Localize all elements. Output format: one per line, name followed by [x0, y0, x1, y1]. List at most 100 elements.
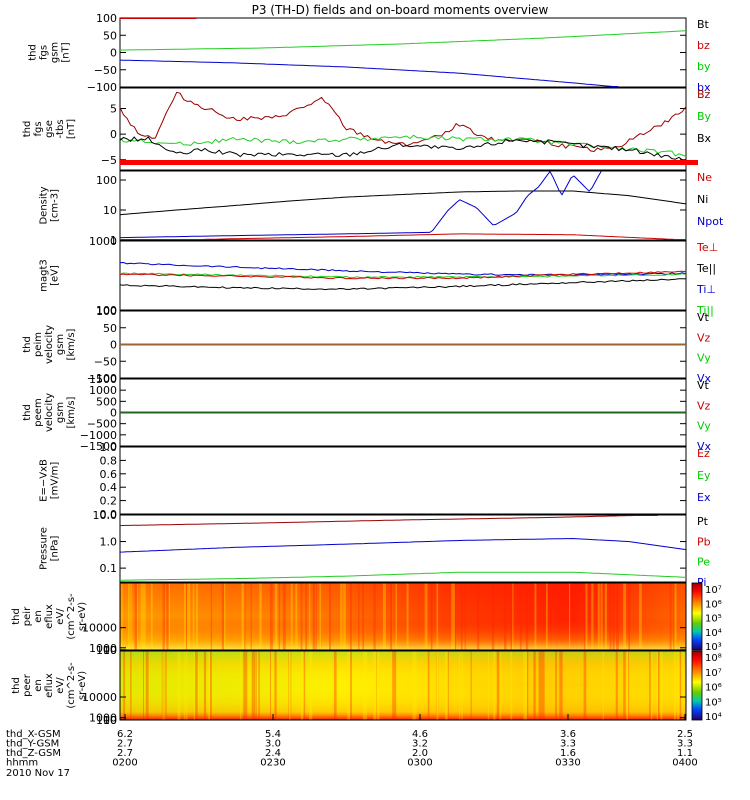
y-axis-label-line: sr-eV) — [77, 671, 88, 700]
ephemeris-value: 3.6 — [560, 729, 576, 740]
spectrogram-streak — [210, 583, 212, 650]
spectrogram-streak — [445, 651, 448, 720]
spectrogram-streak — [319, 583, 322, 650]
legend-entry: Vt — [697, 379, 710, 392]
spectrogram-streak — [373, 583, 376, 650]
spectrogram-streak — [162, 651, 166, 720]
spectrogram-streak — [525, 583, 529, 650]
spectrogram-streak — [140, 583, 143, 650]
y-axis-label-line: thd — [11, 608, 22, 625]
ephemeris-value: 3.2 — [412, 739, 428, 750]
legend-entry: Ey — [697, 469, 711, 482]
y-tick-label: 10000 — [82, 622, 117, 635]
spectrogram-streak — [674, 651, 676, 720]
colorbar-label: 10⁵ — [705, 697, 722, 708]
y-axis-label-line: sr-eV) — [77, 602, 88, 631]
legend-entry: bz — [697, 39, 710, 52]
y-axis-label-line: gse — [44, 120, 55, 138]
series-line-Bx — [119, 136, 687, 162]
legend-entry: by — [697, 60, 711, 73]
spectrogram-streak — [627, 651, 629, 720]
y-tick-label: 0.8 — [100, 454, 118, 467]
y-axis-label-line: thd — [28, 44, 39, 61]
spectrogram-streak — [430, 583, 433, 650]
y-tick-label: 1 — [110, 234, 117, 247]
spectrogram-streak — [130, 651, 132, 720]
y-tick-label: −100 — [87, 81, 117, 94]
y-axis-label-line: velocity — [44, 393, 55, 432]
spectrogram-streak — [464, 583, 466, 650]
spectrogram-streak — [295, 583, 298, 650]
spectrogram-streak — [512, 583, 514, 650]
y-axis-label-line: thd — [22, 121, 33, 138]
ephemeris-value: 5.4 — [265, 729, 281, 740]
spectrogram-streak — [673, 583, 675, 650]
spectrogram-streak — [203, 651, 207, 720]
spectrogram-streak — [569, 583, 571, 650]
ephemeris-row-label: hhmm — [6, 758, 38, 769]
y-tick-label: 50 — [103, 322, 117, 335]
spectrogram-streak — [340, 583, 342, 650]
spectrogram-streak — [278, 583, 280, 650]
spectrogram-streak — [510, 651, 513, 720]
y-axis-label-line: gsm — [55, 334, 66, 355]
y-axis-label-line: (cm^2-s- — [66, 593, 77, 640]
colorbar-label: 10⁴ — [705, 712, 722, 723]
ephemeris-value: 4.6 — [412, 729, 428, 740]
spectrogram-shading — [120, 651, 686, 720]
series-line-Ne — [120, 233, 686, 240]
colorbar-label: 10⁶ — [705, 683, 722, 694]
spectrogram-streak — [546, 583, 548, 650]
spectrogram-streak — [660, 651, 663, 720]
spectrogram-streak — [291, 583, 293, 650]
y-axis-label: thd peim velocity gsm [km/s] — [22, 325, 77, 364]
y-tick-label: 5 — [110, 103, 117, 116]
spectrogram-streak — [376, 651, 380, 720]
spectrogram-streak — [656, 651, 659, 720]
y-tick-label: 10.0 — [93, 509, 118, 522]
spectrogram-streak — [649, 651, 651, 720]
y-axis-label-line: eV/ — [55, 677, 66, 694]
y-axis-label-line: [nT] — [61, 42, 72, 62]
spectrogram-streak — [349, 651, 352, 720]
spectrogram-streak — [289, 651, 291, 720]
spectrogram-streak — [453, 583, 455, 650]
legend-entry: bx — [697, 81, 711, 94]
panel-frame — [119, 170, 687, 241]
y-axis-label-line: peer — [22, 673, 33, 697]
spectrogram-streak — [142, 583, 146, 650]
colorbar-label: 10⁷ — [705, 585, 722, 596]
ephemeris-value: 2.5 — [677, 729, 693, 740]
y-axis-label-line: eV/ — [55, 608, 66, 625]
panel-6: 1.00.80.60.40.20.0 E=−VxB [mV/m] Ez Ey Ex — [39, 441, 711, 521]
y-axis-label: thd peer en eflux eV/(cm^2-s-sr-eV) — [11, 662, 88, 709]
series-line-Ni — [119, 190, 687, 216]
legend-entry: Vz — [697, 331, 711, 344]
spectrogram-streak — [151, 583, 153, 650]
spectrogram-streak — [333, 651, 337, 720]
spectrogram-streak — [282, 583, 286, 650]
ephemeris-value: 3.3 — [677, 739, 693, 750]
y-tick-label: −1500 — [80, 440, 117, 453]
legend-entry: Bt — [697, 18, 710, 31]
legend-entry: Ni — [697, 193, 708, 206]
y-axis-label-line: thd — [11, 677, 22, 694]
spectrogram-streak — [121, 583, 123, 650]
spectrogram-streak — [185, 651, 188, 720]
spectrogram-streak — [415, 651, 417, 720]
spectrogram-streak — [496, 651, 500, 720]
spectrogram-streak — [534, 651, 536, 720]
spectrogram-streak — [542, 651, 545, 720]
y-axis-label-line: -tbs — [55, 119, 66, 138]
y-axis-label: Pressure [nPa] — [39, 527, 61, 570]
spectrogram-streak — [343, 583, 346, 650]
spectrogram-streak — [348, 651, 350, 720]
ephemeris-value: 3.3 — [560, 739, 576, 750]
legend-entry: Te⊥ — [696, 241, 718, 254]
spectrogram-streak — [681, 651, 684, 720]
spectrogram-streak — [164, 651, 166, 720]
y-axis-label-line: gsm — [55, 402, 66, 423]
colorbar-label: 10⁸ — [705, 653, 722, 664]
